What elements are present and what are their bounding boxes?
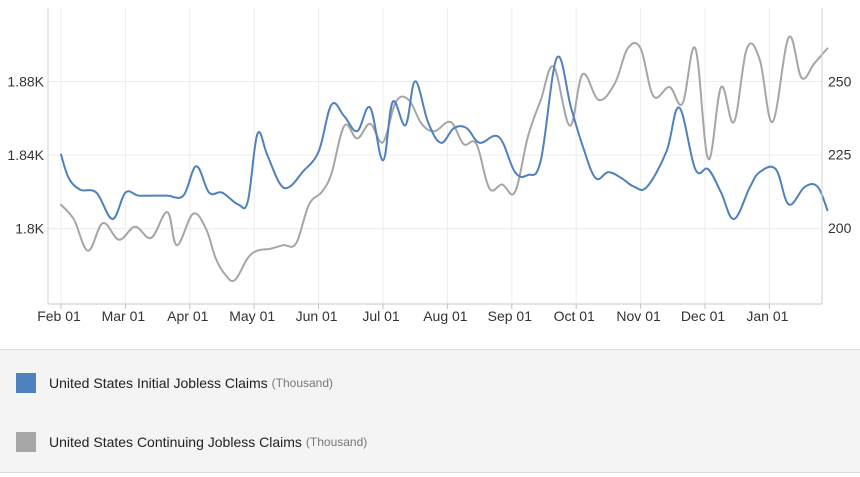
x-tick-label: Nov 01 (616, 308, 661, 324)
jobless-claims-chart: Feb 01 Mar 01 Apr 01 May 01 Jun 01 Jul 01 Aug … (7, 8, 852, 324)
legend-swatch-continuing-claims (16, 432, 36, 452)
series-line-initial-claims (60, 55, 829, 220)
series-lines (60, 35, 829, 283)
gridlines (48, 8, 822, 304)
left-axis-tick-label: 1.88K (7, 74, 44, 90)
right-axis-tick-label: 225 (828, 147, 852, 163)
x-tick-label: May 01 (229, 308, 275, 324)
x-tick-label: Apr 01 (167, 308, 208, 324)
x-tick-label: Jun 01 (296, 308, 338, 324)
legend-item-initial-claims[interactable]: United States Initial Jobless Claims (Th… (16, 372, 333, 394)
right-axis-tick-label: 250 (828, 73, 852, 89)
x-tick-label: Aug 01 (423, 308, 468, 324)
legend-unit: (Thousand) (305, 435, 368, 449)
legend-unit: (Thousand) (271, 376, 334, 390)
legend-label: United States Initial Jobless Claims (49, 375, 268, 391)
x-tick-label: Dec 01 (681, 308, 726, 324)
axes: Feb 01 Mar 01 Apr 01 May 01 Jun 01 Jul 01 Aug … (7, 8, 852, 324)
legend-label: United States Continuing Jobless Claims (49, 434, 302, 450)
left-axis-tick-label: 1.84K (7, 147, 44, 163)
x-tick-label: Mar 01 (102, 308, 146, 324)
x-tick-label: Feb 01 (37, 308, 81, 324)
legend-item-continuing-claims[interactable]: United States Continuing Jobless Claims … (16, 431, 367, 453)
right-axis-tick-label: 200 (828, 220, 852, 236)
legend-swatch-initial-claims (16, 373, 36, 393)
x-tick-label: Jul 01 (362, 308, 400, 324)
x-tick-label: Jan 01 (746, 308, 788, 324)
legend: United States Initial Jobless Claims (Th… (0, 349, 860, 473)
x-tick-label: Oct 01 (554, 308, 595, 324)
series-line-continuing-claims (60, 35, 829, 283)
left-axis-tick-label: 1.8K (15, 221, 44, 237)
x-tick-label: Sep 01 (488, 308, 533, 324)
